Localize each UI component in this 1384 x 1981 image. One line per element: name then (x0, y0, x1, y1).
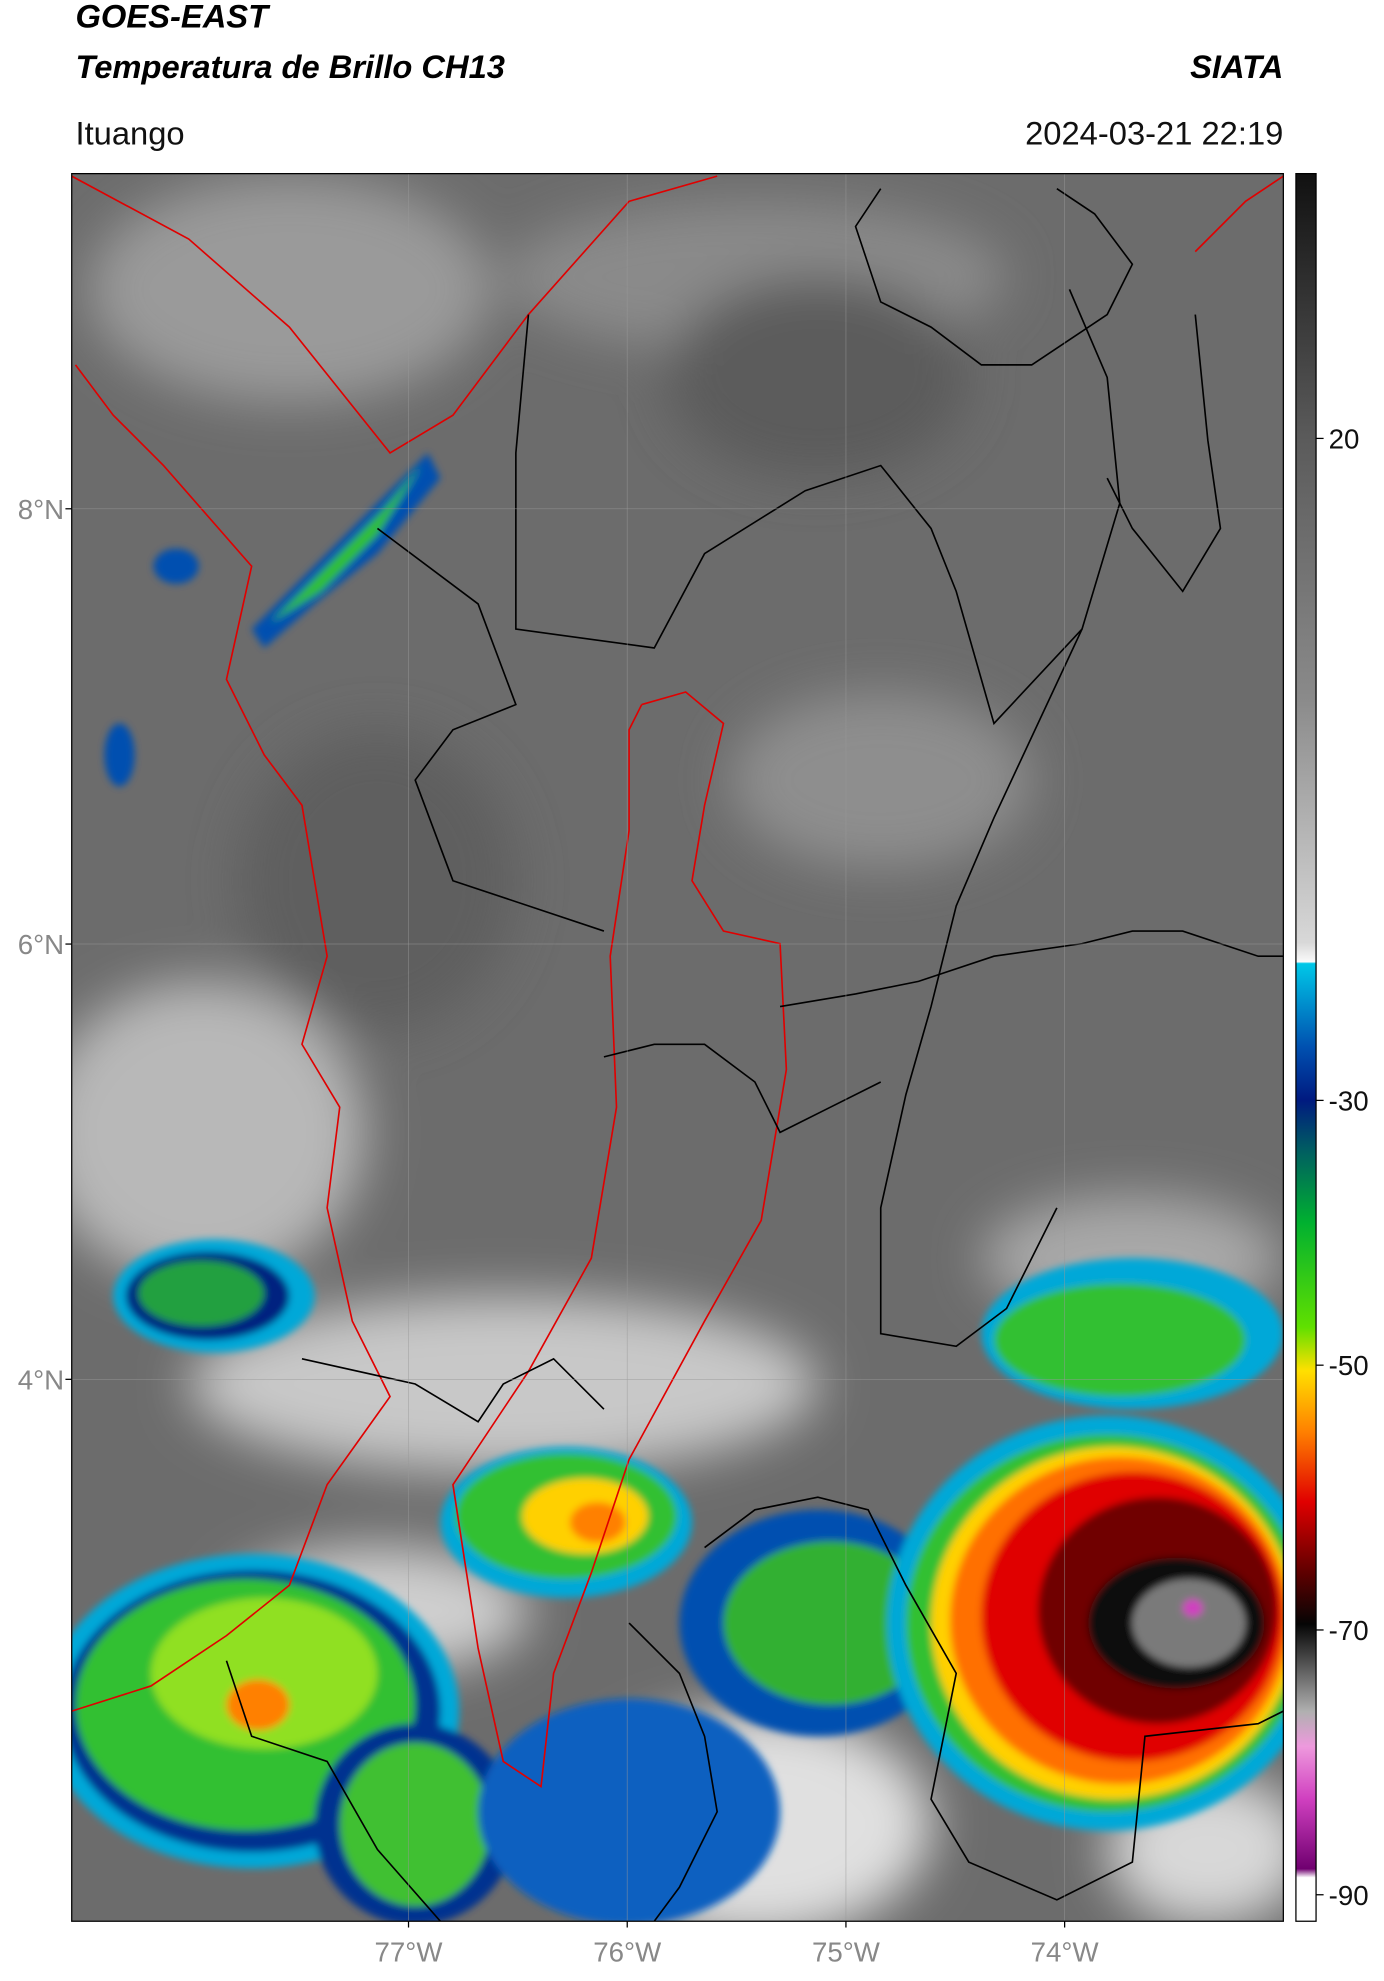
title: GOES-EAST (75, 0, 271, 35)
map-shape (452, 691, 788, 1789)
map-shape (603, 1043, 882, 1134)
map-shape (993, 1283, 1246, 1397)
map-shape (339, 1742, 491, 1907)
map-shape (138, 1260, 265, 1327)
map-shape (779, 930, 1284, 1008)
map-shape (854, 188, 1134, 366)
map-shape (478, 1698, 781, 1922)
map-shape (879, 628, 1083, 1348)
map-shape (71, 364, 391, 1712)
map-shape (153, 548, 199, 584)
datetime: 2024-03-21 22:19 (1025, 115, 1283, 152)
map-shape (729, 691, 1032, 869)
map-shape (376, 527, 605, 932)
map-shape (226, 1679, 290, 1730)
map-shape (1182, 1599, 1203, 1617)
colorbar (1295, 172, 1317, 1922)
map-shape (628, 1622, 719, 1922)
map-shape (666, 276, 969, 479)
lon-tick-label: 76°W (593, 1936, 662, 1967)
map-shape (88, 176, 491, 403)
colorbar-tick-label: -50 (1329, 1350, 1369, 1381)
map-shape (150, 1597, 378, 1749)
map-shape (225, 1660, 441, 1922)
map-shape (104, 723, 135, 787)
colorbar-tick-label: -90 (1329, 1880, 1369, 1911)
map-shape (239, 729, 516, 1032)
map-shape (1106, 314, 1222, 593)
subtitle: Temperatura de Brillo CH13 (75, 48, 505, 85)
lon-tick-label: 74°W (1031, 1936, 1100, 1967)
map-shape (1194, 175, 1284, 253)
lat-tick-label: 8°N (18, 494, 64, 525)
map-shape (71, 981, 365, 1284)
map-shape (515, 289, 1121, 726)
satellite-map (71, 173, 1284, 1922)
map-shape (1132, 1579, 1246, 1668)
lat-tick-label: 4°N (18, 1364, 64, 1395)
map-shape (301, 1357, 605, 1423)
colorbar-tick-label: -30 (1329, 1085, 1369, 1116)
colorbar-tick-label: -70 (1329, 1615, 1369, 1646)
map-frame (71, 172, 1284, 1922)
map-shape (704, 1496, 1284, 1901)
borders (71, 175, 1284, 1922)
location: Ituango (75, 115, 184, 152)
source: SIATA (1190, 48, 1283, 85)
lon-tick-label: 77°W (375, 1936, 444, 1967)
map-shape (569, 1502, 626, 1543)
colorbar-tick-label: 20 (1329, 423, 1360, 454)
lon-tick-label: 75°W (812, 1936, 881, 1967)
map-shape (723, 1541, 938, 1705)
lat-tick-label: 6°N (18, 929, 64, 960)
grid (71, 173, 1284, 1922)
map-shape (71, 175, 718, 455)
